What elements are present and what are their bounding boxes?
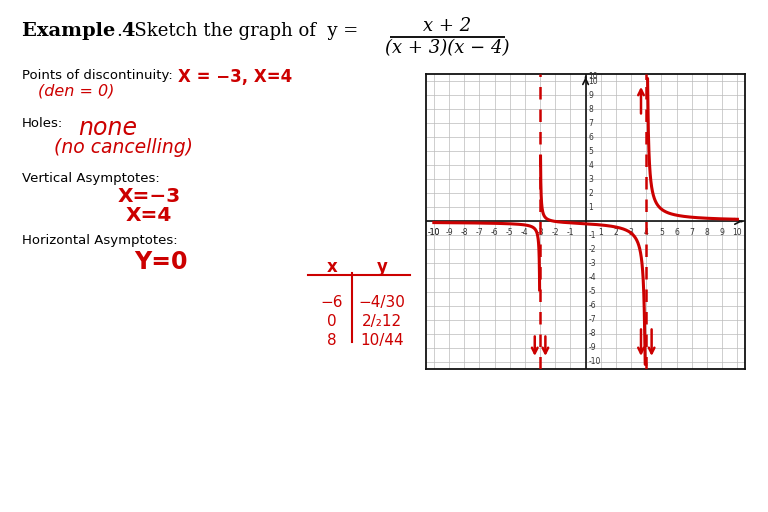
Text: -3: -3 bbox=[588, 259, 596, 268]
Text: Vertical Asymptotes:: Vertical Asymptotes: bbox=[22, 172, 160, 185]
Text: 9: 9 bbox=[588, 91, 593, 100]
Text: -2: -2 bbox=[588, 245, 596, 254]
Text: Horizontal Asymptotes:: Horizontal Asymptotes: bbox=[22, 234, 177, 247]
Text: -5: -5 bbox=[588, 287, 596, 296]
Text: 1: 1 bbox=[588, 203, 593, 212]
Text: 7: 7 bbox=[588, 119, 593, 128]
Text: x + 2: x + 2 bbox=[423, 17, 471, 35]
Text: 6: 6 bbox=[588, 133, 593, 142]
Text: Holes:: Holes: bbox=[22, 117, 63, 130]
Text: Points of discontinuity:: Points of discontinuity: bbox=[22, 69, 173, 82]
Text: 6: 6 bbox=[674, 228, 679, 237]
Text: −6: −6 bbox=[321, 295, 343, 310]
Text: 10/44: 10/44 bbox=[360, 333, 404, 348]
Text: -7: -7 bbox=[588, 315, 596, 324]
Text: none: none bbox=[78, 116, 137, 140]
Text: -1: -1 bbox=[588, 231, 596, 240]
Text: 4: 4 bbox=[588, 161, 593, 170]
Text: -4: -4 bbox=[521, 228, 528, 237]
Text: x: x bbox=[326, 258, 337, 276]
Text: 8: 8 bbox=[705, 228, 710, 237]
Text: -4: -4 bbox=[588, 273, 596, 282]
Text: -9: -9 bbox=[588, 343, 596, 352]
Text: -7: -7 bbox=[475, 228, 483, 237]
Text: 1: 1 bbox=[598, 228, 603, 237]
Text: 10: 10 bbox=[588, 77, 598, 86]
Text: .  Sketch the graph of  y =: . Sketch the graph of y = bbox=[117, 22, 358, 40]
Text: 2: 2 bbox=[614, 228, 618, 237]
Text: (x + 3)(x − 4): (x + 3)(x − 4) bbox=[385, 39, 509, 57]
Text: -10: -10 bbox=[588, 357, 601, 366]
Text: -10: -10 bbox=[428, 228, 440, 237]
Text: -9: -9 bbox=[445, 228, 453, 237]
Text: 2: 2 bbox=[588, 189, 593, 198]
Text: 8: 8 bbox=[327, 333, 337, 348]
Text: X = −3, X=4: X = −3, X=4 bbox=[178, 68, 293, 86]
Text: -3: -3 bbox=[536, 228, 544, 237]
Text: -2: -2 bbox=[551, 228, 559, 237]
Text: X=−3: X=−3 bbox=[118, 187, 181, 206]
Text: −4/30: −4/30 bbox=[359, 295, 406, 310]
Text: -6: -6 bbox=[491, 228, 498, 237]
Text: X=4: X=4 bbox=[126, 206, 172, 225]
Text: 3: 3 bbox=[588, 175, 593, 184]
Text: (no cancelling): (no cancelling) bbox=[54, 138, 193, 157]
Text: -1: -1 bbox=[567, 228, 574, 237]
Text: 0: 0 bbox=[327, 314, 337, 329]
Text: 2/₂12: 2/₂12 bbox=[362, 314, 402, 329]
Text: 5: 5 bbox=[588, 147, 593, 156]
Text: -5: -5 bbox=[506, 228, 514, 237]
Text: 10: 10 bbox=[733, 228, 742, 237]
Text: 8: 8 bbox=[588, 105, 593, 114]
Text: 9: 9 bbox=[720, 228, 725, 237]
Text: y: y bbox=[376, 258, 387, 276]
Text: -8: -8 bbox=[461, 228, 468, 237]
Text: 5: 5 bbox=[659, 228, 664, 237]
Text: Y=0: Y=0 bbox=[134, 250, 187, 274]
Text: (den = 0): (den = 0) bbox=[38, 84, 114, 99]
Text: 10: 10 bbox=[588, 72, 598, 81]
Text: 4: 4 bbox=[644, 228, 649, 237]
Text: -6: -6 bbox=[588, 301, 596, 310]
Text: 3: 3 bbox=[629, 228, 634, 237]
Text: Example 4: Example 4 bbox=[22, 22, 135, 40]
Text: -10: -10 bbox=[428, 228, 440, 237]
Text: 7: 7 bbox=[690, 228, 694, 237]
Text: -8: -8 bbox=[588, 329, 596, 338]
